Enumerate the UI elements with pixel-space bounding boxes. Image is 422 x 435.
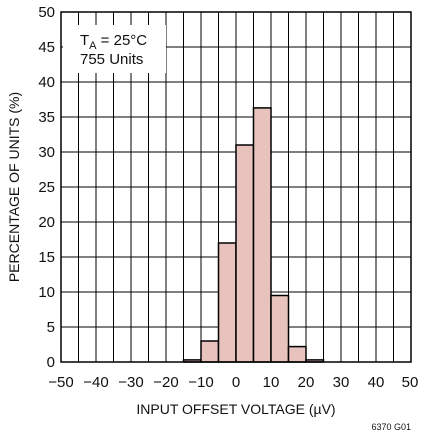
x-tick-label: 10 bbox=[263, 374, 280, 391]
y-tick-label: 5 bbox=[47, 319, 55, 336]
x-tick-labels: −50 −40 −30 −20 −10 0 10 20 30 40 50 bbox=[48, 374, 418, 391]
y-tick-label: 15 bbox=[38, 249, 55, 266]
histogram-bar bbox=[252, 107, 272, 363]
annotation-temp-value: = 25°C bbox=[97, 32, 148, 49]
x-tick-label: −40 bbox=[83, 374, 108, 391]
histogram-bar bbox=[270, 294, 290, 363]
plot-frame bbox=[60, 11, 412, 363]
annotation-temp-subscript: A bbox=[89, 40, 97, 52]
histogram-bar bbox=[217, 242, 237, 363]
x-tick-label: −10 bbox=[188, 374, 213, 391]
x-tick-label: −20 bbox=[153, 374, 178, 391]
figure-id: 6370 G01 bbox=[371, 422, 411, 432]
y-axis-label: PERCENTAGE OF UNITS (%) bbox=[6, 92, 22, 282]
y-tick-label: 30 bbox=[38, 144, 55, 161]
histogram-bar bbox=[235, 144, 255, 363]
x-tick-label: 40 bbox=[368, 374, 385, 391]
y-tick-label: 20 bbox=[38, 214, 55, 231]
annotation-units: 755 Units bbox=[80, 51, 143, 68]
histogram-bar bbox=[287, 345, 307, 363]
y-tick-label: 25 bbox=[38, 179, 55, 196]
annotation-temp-symbol: T bbox=[80, 32, 89, 49]
annotation-temperature: TA = 25°C bbox=[80, 32, 147, 52]
y-tick-label: 45 bbox=[38, 39, 55, 56]
x-tick-label: −50 bbox=[48, 374, 73, 391]
x-axis-label: INPUT OFFSET VOLTAGE (µV) bbox=[136, 401, 335, 417]
y-tick-label: 0 bbox=[47, 354, 55, 371]
y-tick-label: 50 bbox=[38, 4, 55, 21]
x-tick-label: 30 bbox=[333, 374, 350, 391]
histogram-bars bbox=[182, 107, 325, 363]
x-tick-label: −30 bbox=[118, 374, 143, 391]
y-tick-label: 40 bbox=[38, 74, 55, 91]
histogram-bar bbox=[200, 340, 220, 363]
annotation-box bbox=[63, 25, 166, 73]
x-tick-label: 50 bbox=[402, 374, 419, 391]
y-tick-labels: 0 5 10 15 20 25 30 35 40 45 50 bbox=[38, 4, 55, 371]
y-tick-label: 35 bbox=[38, 109, 55, 126]
y-tick-label: 10 bbox=[38, 284, 55, 301]
x-tick-label: 0 bbox=[232, 374, 240, 391]
x-tick-label: 20 bbox=[298, 374, 315, 391]
